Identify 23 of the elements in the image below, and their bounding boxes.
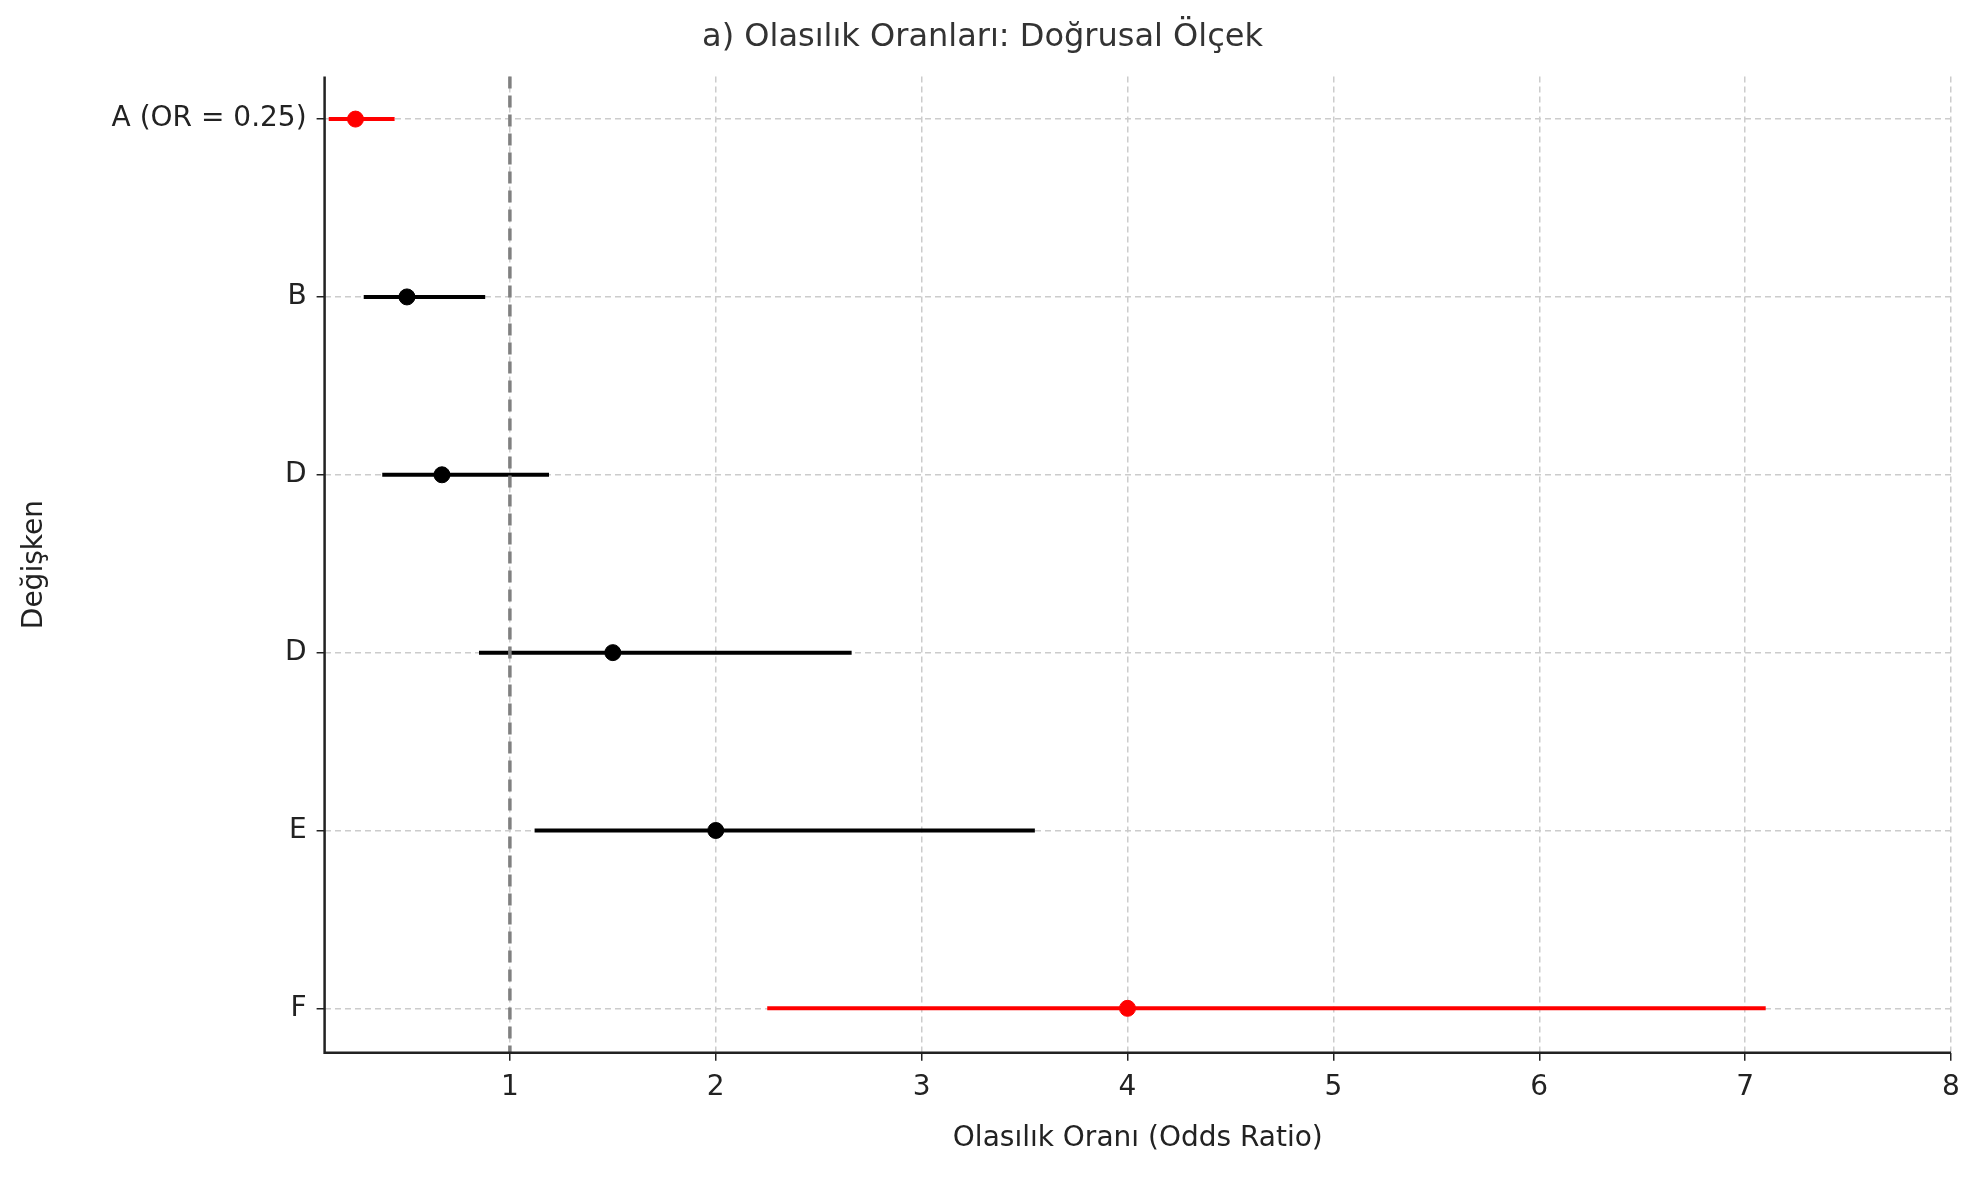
y-tick-label: A (OR = 0.25) <box>111 100 307 134</box>
x-tick-label: 6 <box>1530 1068 1549 1102</box>
x-tick-label: 1 <box>500 1068 519 1102</box>
point <box>707 821 725 839</box>
y-axis-title: Değişken <box>16 500 50 630</box>
y-tick-label: D <box>285 633 307 667</box>
x-tick-label: 3 <box>912 1068 931 1102</box>
chart-title: a) Olasılık Oranları: Doğrusal Ölçek <box>702 15 1264 54</box>
y-tick-label: D <box>285 456 307 490</box>
point <box>1119 999 1137 1017</box>
y-tick-label: B <box>287 278 307 312</box>
x-tick-label: 5 <box>1324 1068 1343 1102</box>
x-tick-label: 7 <box>1736 1068 1755 1102</box>
point <box>346 110 364 128</box>
point <box>433 466 451 484</box>
point <box>604 644 622 662</box>
y-tick-label: E <box>288 811 307 845</box>
x-tick-label: 4 <box>1118 1068 1137 1102</box>
y-tick-label: F <box>290 989 307 1023</box>
x-tick-label: 2 <box>706 1068 725 1102</box>
x-axis-title: Olasılık Oranı (Odds Ratio) <box>952 1120 1323 1154</box>
point <box>398 288 416 306</box>
x-tick-label: 8 <box>1942 1068 1960 1102</box>
